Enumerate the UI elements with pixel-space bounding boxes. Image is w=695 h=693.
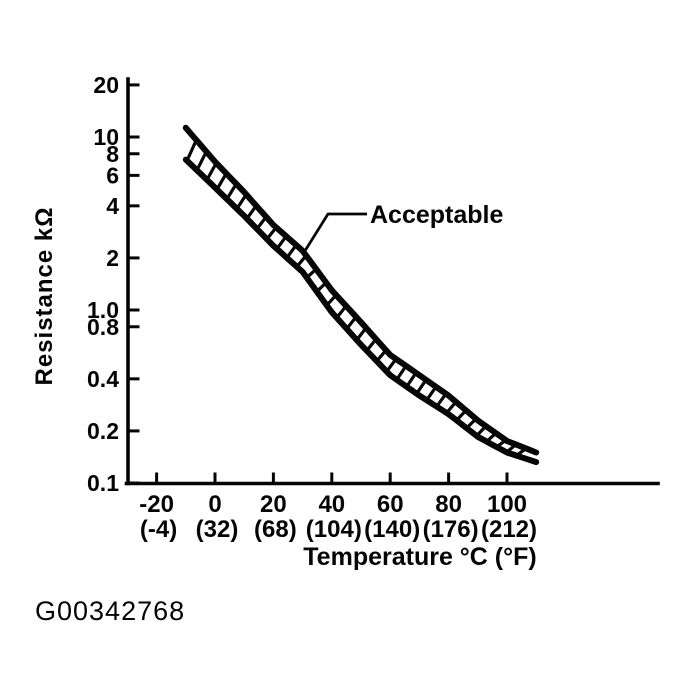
x-tick-label-celsius: 0 <box>208 491 221 518</box>
axes <box>124 77 660 486</box>
figure-code: G00342768 <box>35 596 185 626</box>
x-axis-title: Temperature °C (°F) <box>303 543 536 571</box>
y-tick-label: 2 <box>106 245 119 271</box>
y-tick-label: 0.2 <box>87 418 119 444</box>
x-tick-label-celsius: 20 <box>260 491 287 518</box>
lower-limit-curve <box>182 156 540 466</box>
acceptable-band <box>182 124 540 466</box>
y-tick-label: 0.4 <box>87 366 119 392</box>
x-tick-label-celsius: -20 <box>139 491 174 518</box>
hatch-rung <box>185 139 198 162</box>
x-tick-label-fahrenheit: (-4) <box>140 516 177 543</box>
x-tick-label-fahrenheit: (140) <box>364 516 420 543</box>
hatch-rung <box>205 162 218 181</box>
x-tick-label-celsius: 100 <box>487 491 527 518</box>
annotation-leader-line <box>301 212 367 255</box>
y-tick-label: 0.1 <box>87 470 119 496</box>
y-tick-label: 0.8 <box>87 314 119 340</box>
x-tick-label-fahrenheit: (176) <box>423 516 479 543</box>
x-axis-ticks: -20(-4) 0(32) 20(68) 40(104) 60(140) 80(176) 1… <box>139 472 537 543</box>
x-tick-label-fahrenheit: (212) <box>481 516 537 543</box>
y-axis-title: Resistance kΩ <box>31 207 58 386</box>
y-tick-label: 4 <box>106 193 119 219</box>
y-tick-label: 8 <box>106 141 119 167</box>
x-tick-label-celsius: 40 <box>318 491 345 518</box>
y-tick-label: 1.0 <box>87 297 119 323</box>
x-tick-label-celsius: 60 <box>377 491 404 518</box>
y-tick-label: 10 <box>93 124 119 150</box>
y-tick-label: 6 <box>106 162 119 188</box>
annotation-acceptable-label: Acceptable <box>370 201 503 229</box>
x-tick-label-celsius: 80 <box>435 491 462 518</box>
y-tick-label: 20 <box>93 72 119 98</box>
upper-limit-curve <box>182 124 540 456</box>
hatch-rung <box>195 150 208 172</box>
x-tick-label-fahrenheit: (32) <box>196 516 239 543</box>
x-tick-label-fahrenheit: (104) <box>306 516 362 543</box>
x-tick-label-fahrenheit: (68) <box>254 516 297 543</box>
